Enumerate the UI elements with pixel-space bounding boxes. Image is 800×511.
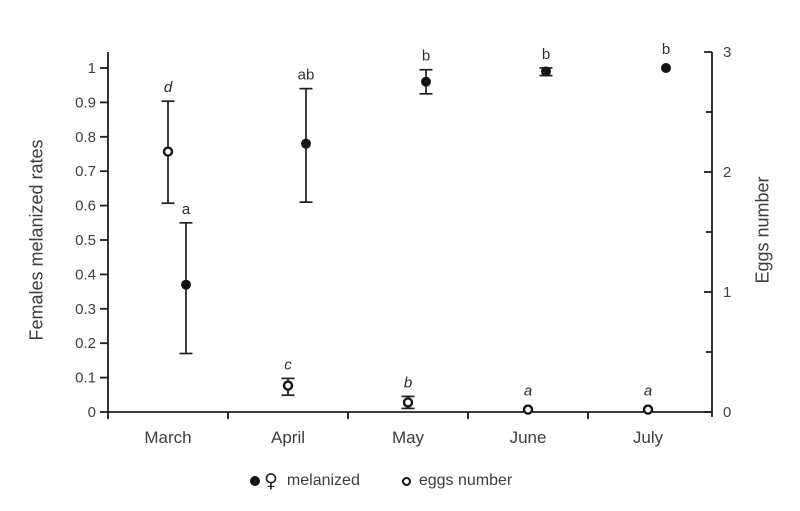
data-point-melanized xyxy=(661,63,671,73)
left-tick-label: 0.6 xyxy=(75,198,96,215)
female-symbol: ♀ xyxy=(264,469,278,492)
sig-label-eggs-number: d xyxy=(164,79,173,96)
data-point-eggs-number xyxy=(402,397,414,408)
legend-item-melanized: ♀ melanized xyxy=(250,469,360,492)
data-point-eggs-number xyxy=(282,380,294,391)
right-tick-label: 1 xyxy=(723,284,731,301)
filled-circle-icon xyxy=(250,476,260,486)
x-category-label: March xyxy=(144,428,191,447)
legend-label-eggs: eggs number xyxy=(418,472,513,489)
sig-label-eggs-number: c xyxy=(284,356,292,373)
right-tick-label: 3 xyxy=(723,44,731,61)
legend-label-melanized: melanized xyxy=(286,472,360,489)
left-tick-label: 0.2 xyxy=(75,335,96,352)
left-tick-label: 0.7 xyxy=(75,163,96,180)
right-tick-label: 2 xyxy=(723,164,731,181)
left-tick-label: 0.4 xyxy=(75,266,96,283)
x-category-label: July xyxy=(633,428,664,447)
sig-label-melanized: a xyxy=(182,201,191,218)
right-axis-title: Eggs number xyxy=(752,176,773,284)
data-point-melanized xyxy=(541,66,551,77)
open-circle-icon xyxy=(401,476,411,486)
x-category-label: June xyxy=(510,428,547,447)
left-tick-label: 0.3 xyxy=(75,301,96,318)
sig-label-melanized: b xyxy=(542,46,550,63)
left-axis-title: Females melanized rates xyxy=(26,139,47,341)
left-tick-label: 0.9 xyxy=(75,94,96,111)
right-tick-label: 0 xyxy=(723,404,731,421)
sig-label-melanized: b xyxy=(662,41,670,58)
data-point-eggs-number xyxy=(162,146,174,157)
sig-label-eggs-number: a xyxy=(524,383,532,400)
left-tick-label: 1 xyxy=(88,60,96,77)
sig-label-melanized: ab xyxy=(298,67,315,84)
left-tick-label: 0 xyxy=(88,404,96,421)
legend-item-eggs: eggs number xyxy=(401,472,513,490)
left-tick-label: 0.1 xyxy=(75,370,96,387)
data-point-eggs-number xyxy=(522,404,534,415)
sig-label-eggs-number: a xyxy=(644,383,652,400)
data-point-melanized xyxy=(301,138,311,149)
left-tick-label: 0.8 xyxy=(75,129,96,146)
sig-label-eggs-number: b xyxy=(404,374,412,391)
data-point-melanized xyxy=(421,76,431,87)
x-category-label: May xyxy=(392,428,425,447)
x-category-label: April xyxy=(271,428,305,447)
data-point-melanized xyxy=(181,279,191,290)
data-point-eggs-number xyxy=(642,404,654,415)
left-tick-label: 0.5 xyxy=(75,232,96,249)
sig-label-melanized: b xyxy=(422,48,430,65)
legend: ♀ melanized eggs number xyxy=(250,467,512,495)
